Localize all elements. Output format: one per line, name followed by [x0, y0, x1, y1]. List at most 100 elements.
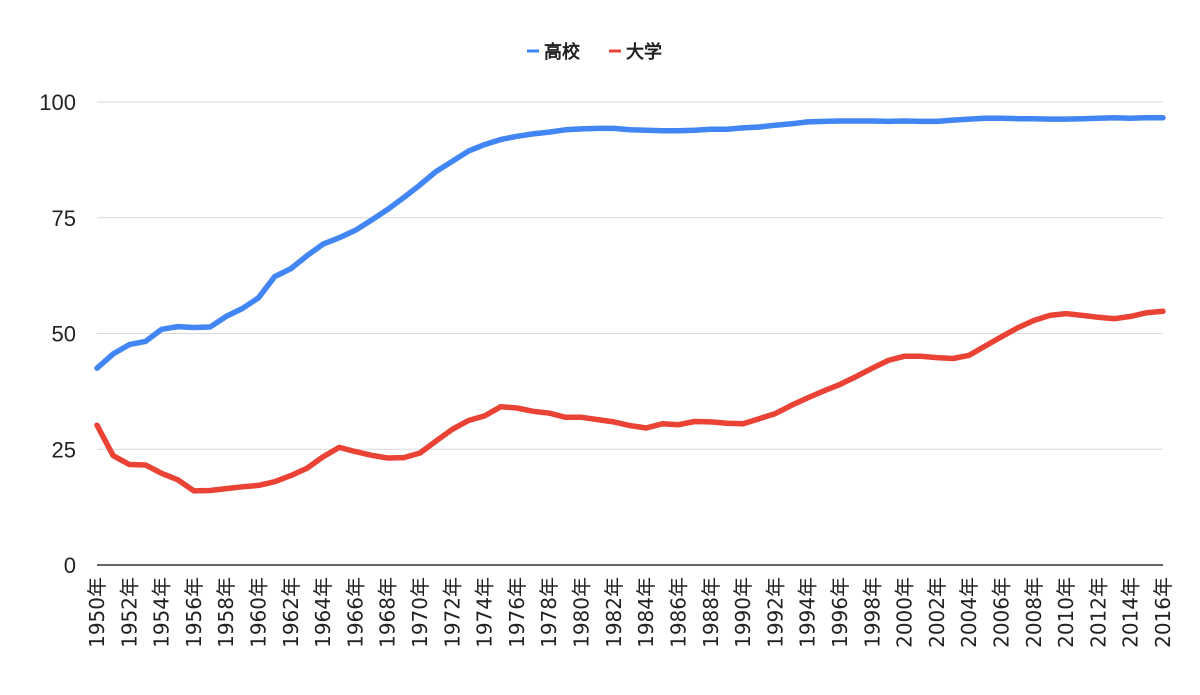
- data-point-series-1: [420, 453, 421, 454]
- data-point-series-0: [969, 119, 970, 120]
- data-point-series-0: [726, 129, 727, 130]
- data-point-series-1: [355, 451, 356, 452]
- series-line-1: [94, 308, 1166, 494]
- data-point-series-0: [710, 129, 711, 130]
- data-point-series-1: [710, 421, 711, 422]
- data-point-series-1: [840, 384, 841, 385]
- x-tick-label: 1968年: [376, 577, 400, 648]
- data-point-series-1: [290, 475, 291, 476]
- y-axis-ticks: 0 25 50 75 100: [39, 90, 76, 578]
- data-point-series-1: [1033, 320, 1034, 321]
- legend-label-series-0: 高校: [544, 41, 581, 63]
- data-point-series-1: [1049, 315, 1050, 316]
- data-point-series-0: [420, 184, 421, 185]
- data-point-series-1: [274, 481, 275, 482]
- data-point-series-1: [549, 413, 550, 414]
- data-point-series-1: [920, 356, 921, 357]
- data-point-series-0: [936, 121, 937, 122]
- series-lines: [94, 114, 1166, 494]
- data-point-series-0: [872, 121, 873, 122]
- data-point-series-1: [387, 458, 388, 459]
- data-point-series-0: [371, 220, 372, 221]
- data-point-series-0: [452, 161, 453, 162]
- data-point-series-1: [1130, 316, 1131, 317]
- data-point-series-1: [1098, 317, 1099, 318]
- data-point-series-1: [613, 421, 614, 422]
- data-point-series-0: [1017, 118, 1018, 119]
- data-point-series-1: [791, 405, 792, 406]
- data-point-series-0: [145, 341, 146, 342]
- data-point-series-1: [339, 447, 340, 448]
- data-point-series-0: [1130, 118, 1131, 119]
- data-point-series-0: [1082, 118, 1083, 119]
- data-point-series-0: [743, 127, 744, 128]
- data-point-series-1: [1163, 311, 1164, 312]
- x-tick-label: 1998年: [860, 577, 884, 648]
- y-tick-label: 25: [52, 437, 76, 462]
- data-point-series-1: [904, 356, 905, 357]
- data-point-series-1: [242, 486, 243, 487]
- data-point-series-1: [823, 390, 824, 391]
- data-point-series-0: [856, 121, 857, 122]
- y-tick-label: 50: [52, 322, 76, 347]
- data-point-series-0: [516, 136, 517, 137]
- x-tick-label: 1980年: [570, 577, 594, 648]
- data-point-series-1: [565, 417, 566, 418]
- data-point-series-1: [177, 479, 178, 480]
- data-point-series-0: [258, 297, 259, 298]
- data-point-series-0: [823, 121, 824, 122]
- data-point-series-1: [516, 408, 517, 409]
- data-point-series-1: [500, 406, 501, 407]
- y-tick-label: 100: [39, 90, 76, 115]
- data-point-series-0: [807, 121, 808, 122]
- data-point-series-0: [1163, 117, 1164, 118]
- data-point-series-1: [484, 415, 485, 416]
- data-point-series-1: [743, 423, 744, 424]
- data-point-series-0: [242, 308, 243, 309]
- data-point-series-0: [613, 128, 614, 129]
- x-tick-label: 2000年: [893, 577, 917, 648]
- x-tick-label: 2006年: [990, 577, 1014, 648]
- data-point-series-0: [646, 130, 647, 131]
- x-tick-label: 1956年: [182, 577, 206, 648]
- data-point-series-1: [129, 464, 130, 465]
- data-point-series-0: [307, 255, 308, 256]
- data-point-series-1: [856, 376, 857, 377]
- x-tick-label: 1964年: [311, 577, 335, 648]
- x-tick-label: 2002年: [925, 577, 949, 648]
- data-point-series-1: [1082, 315, 1083, 316]
- data-point-series-0: [533, 133, 534, 134]
- x-tick-label: 1966年: [343, 577, 367, 648]
- data-point-series-0: [210, 327, 211, 328]
- data-point-series-1: [307, 468, 308, 469]
- data-point-series-0: [436, 171, 437, 172]
- data-point-series-1: [403, 457, 404, 458]
- data-point-series-0: [97, 368, 98, 369]
- data-point-series-0: [904, 121, 905, 122]
- data-point-series-1: [953, 358, 954, 359]
- y-tick-label: 0: [64, 553, 76, 578]
- data-point-series-1: [533, 411, 534, 412]
- data-point-series-0: [759, 127, 760, 128]
- data-point-series-0: [355, 230, 356, 231]
- data-point-series-0: [694, 130, 695, 131]
- data-point-series-0: [387, 209, 388, 210]
- x-tick-label: 1958年: [214, 577, 238, 648]
- data-point-series-0: [791, 123, 792, 124]
- data-point-series-1: [969, 355, 970, 356]
- data-point-series-0: [1049, 119, 1050, 120]
- data-point-series-1: [145, 465, 146, 466]
- x-tick-label: 1976年: [505, 577, 529, 648]
- data-point-series-0: [1114, 117, 1115, 118]
- data-point-series-0: [290, 268, 291, 269]
- x-tick-label: 1962年: [279, 577, 303, 648]
- data-point-series-1: [1114, 318, 1115, 319]
- data-point-series-1: [371, 455, 372, 456]
- data-point-series-1: [759, 418, 760, 419]
- x-axis-ticks: 1950年 1952年 1954年 1956年 1958年 1960年 1962年 1964年…: [85, 577, 1175, 648]
- data-point-series-1: [468, 420, 469, 421]
- data-point-series-0: [662, 130, 663, 131]
- x-tick-label: 1990年: [731, 577, 755, 648]
- data-point-series-0: [888, 121, 889, 122]
- data-point-series-1: [1066, 313, 1067, 314]
